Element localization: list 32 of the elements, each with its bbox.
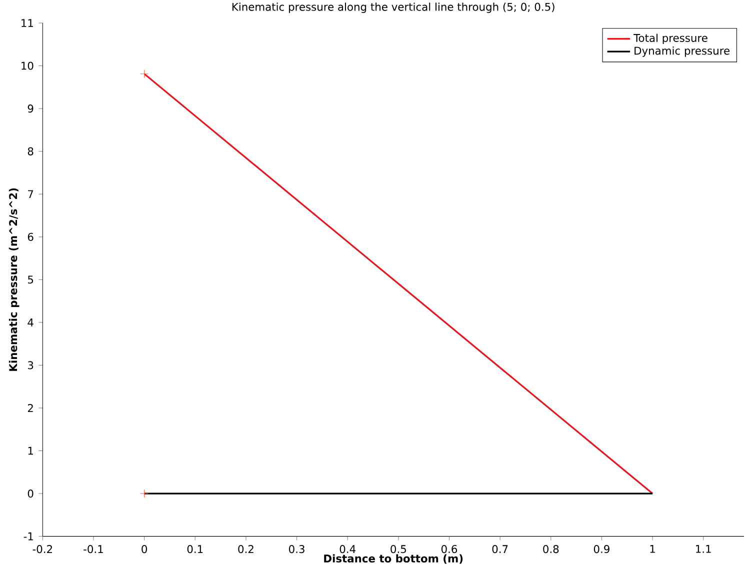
y-tick-label: 8	[28, 147, 34, 156]
y-axis-title: Kinematic pressure (m^2/s^2)	[8, 188, 20, 371]
x-tick-label: 0.4	[340, 545, 356, 554]
x-tick-label: 0.2	[238, 545, 254, 554]
x-tick-label: 0	[142, 545, 148, 554]
y-tick-label: 4	[28, 318, 34, 326]
y-tick-label: 1	[28, 446, 33, 455]
x-tick-label: 0.5	[390, 545, 406, 554]
x-tick-label: -0.2	[32, 545, 52, 554]
y-tick-label: 5	[28, 276, 34, 284]
x-tick-label: 0.8	[543, 545, 559, 554]
x-tick-label: 0.6	[441, 545, 458, 554]
y-tick-label: 7	[28, 190, 34, 198]
legend-label: Total pressure	[634, 34, 708, 44]
y-tick-label: 6	[28, 232, 34, 241]
y-tick-label: 3	[28, 361, 34, 370]
y-tick-label: -1	[24, 532, 33, 540]
x-tick-label: 0.9	[594, 545, 610, 554]
y-tick-label: 2	[28, 404, 33, 412]
chart-title: Kinematic pressure along the vertical line through (5; 0; 0.5)	[232, 2, 554, 13]
x-axis-title: Distance to bottom (m)	[324, 554, 463, 564]
x-tick-label: -0.1	[84, 545, 103, 554]
x-tick-label: 1.1	[696, 545, 711, 553]
y-tick-label: 9	[28, 104, 34, 113]
x-tick-label: 0.7	[492, 545, 508, 554]
y-tick-label: 0	[28, 490, 34, 498]
x-tick-label: 0.3	[289, 545, 304, 554]
legend-label: Dynamic pressure	[634, 46, 730, 57]
y-tick-label: 11	[22, 19, 33, 27]
x-tick-label: 1	[650, 545, 655, 553]
y-tick-label: 10	[22, 62, 34, 70]
x-tick-label: 0.1	[187, 545, 203, 554]
